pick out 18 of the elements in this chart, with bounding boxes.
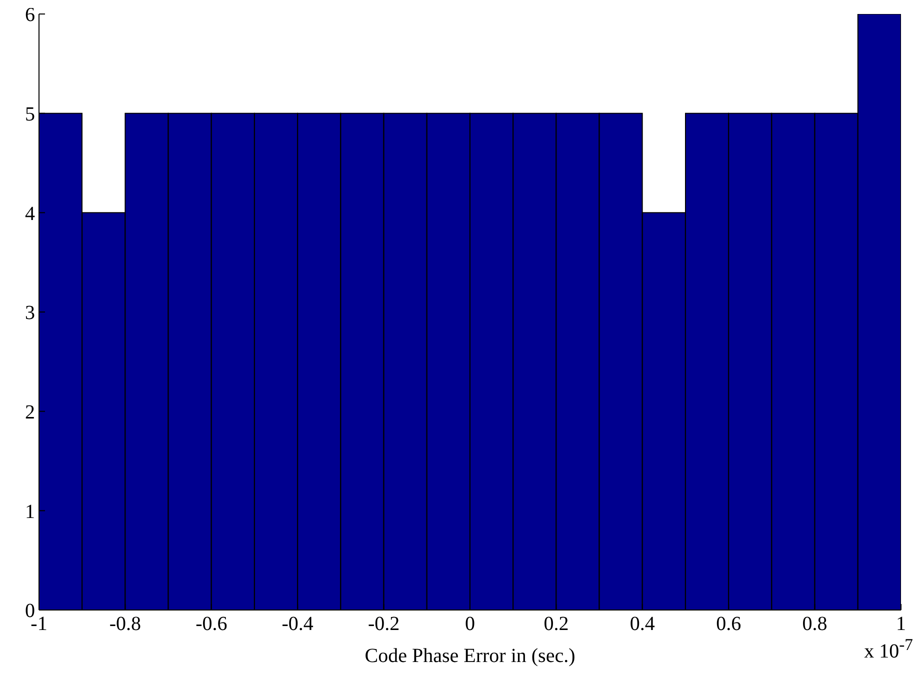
x-axis-title: Code Phase Error in (sec.): [364, 645, 576, 667]
y-tick-label: 1: [25, 500, 35, 523]
y-tick-label: 2: [25, 401, 35, 424]
x-tick-label: -0.2: [368, 613, 400, 636]
y-tick-label: 6: [25, 4, 35, 26]
x-tick-label: 1: [896, 613, 906, 636]
x-tick-label: -0.6: [196, 613, 228, 636]
text: x 10$^{-7}$: [864, 635, 913, 664]
x-tick-label: 0.4: [630, 613, 655, 636]
x-tick-label: -0.8: [109, 613, 142, 636]
x-tick-label: 0.8: [802, 613, 828, 636]
y-tick-label: 3: [25, 302, 35, 324]
x-tick-label: 0.6: [716, 613, 742, 636]
y-tick-label: 5: [25, 103, 35, 126]
x-tick-label: 0.2: [544, 613, 569, 636]
x-tick-label: -0.4: [282, 613, 314, 636]
x-tick-label: 0: [465, 613, 475, 636]
y-tick-label: 4: [25, 202, 35, 225]
